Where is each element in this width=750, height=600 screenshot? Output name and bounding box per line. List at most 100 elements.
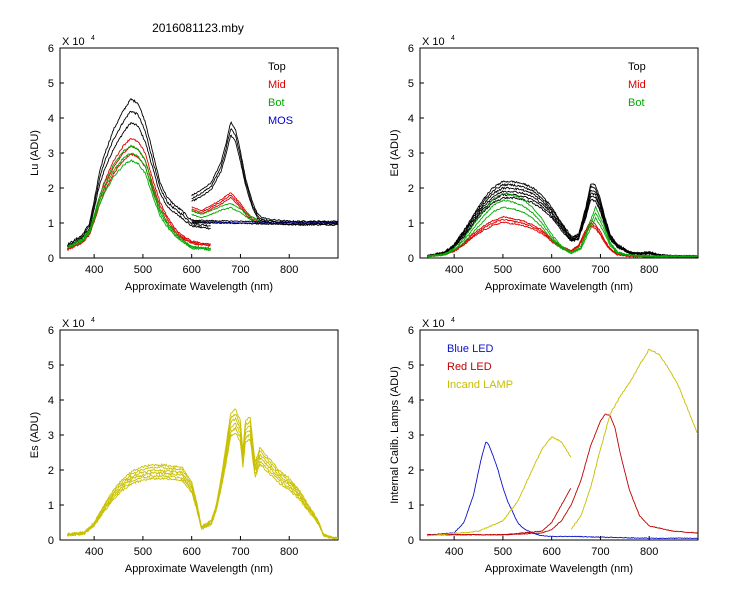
lu-series-top-red-band bbox=[191, 134, 338, 227]
lamps-legend-blue-led: Blue LED bbox=[447, 343, 494, 355]
lu-series-bot-red-band bbox=[191, 206, 260, 225]
ed-scale-exponent: 4 bbox=[451, 35, 455, 42]
figure-title: 2016081123.mby bbox=[152, 21, 244, 35]
ed-xtick-label: 600 bbox=[543, 264, 561, 276]
lu-series-baseline bbox=[191, 219, 338, 224]
lu-scale-label: X 10 bbox=[62, 36, 85, 48]
lu-series-baseline bbox=[191, 221, 338, 226]
ed-legend-top: Top bbox=[628, 61, 646, 73]
es-xlabel: Approximate Wavelength (nm) bbox=[125, 563, 273, 575]
es-series-es bbox=[67, 413, 338, 540]
lu-ytick-label: 6 bbox=[48, 43, 54, 55]
lamps-ytick-label: 1 bbox=[408, 500, 414, 512]
lu-xtick-label: 600 bbox=[183, 264, 201, 276]
lamps-scale-exponent: 4 bbox=[451, 317, 455, 324]
ed-xtick-label: 800 bbox=[640, 264, 658, 276]
lamps-ytick-label: 4 bbox=[408, 395, 414, 407]
ed-series-bot bbox=[427, 192, 698, 258]
es-ytick-label: 0 bbox=[48, 535, 54, 547]
lu-ytick-label: 3 bbox=[48, 148, 54, 160]
lamps-ytick-label: 5 bbox=[408, 360, 414, 372]
lu-series-top bbox=[67, 98, 211, 247]
es-series-es bbox=[67, 408, 338, 539]
es-ytick-label: 4 bbox=[48, 395, 54, 407]
lu-legend-mos: MOS bbox=[268, 115, 293, 127]
lamps-xtick-label: 500 bbox=[494, 546, 512, 558]
lu-legend-mid: Mid bbox=[268, 79, 286, 91]
es-ytick-label: 3 bbox=[48, 430, 54, 442]
ed-legend-mid: Mid bbox=[628, 79, 646, 91]
ed-ytick-label: 4 bbox=[408, 113, 414, 125]
ed-series-top bbox=[426, 192, 698, 258]
lu-series-top bbox=[66, 110, 211, 247]
lamps-series-blue-led bbox=[427, 441, 698, 540]
es-series-es bbox=[66, 432, 338, 540]
ed-ytick-label: 1 bbox=[408, 218, 414, 230]
ed-ytick-label: 2 bbox=[408, 183, 414, 195]
lu-ytick-label: 0 bbox=[48, 253, 54, 265]
es-scale-exponent: 4 bbox=[91, 317, 95, 324]
es-series-es bbox=[67, 422, 338, 540]
lu-ylabel: Lu (ADU) bbox=[29, 130, 41, 176]
ed-ytick-label: 5 bbox=[408, 78, 414, 90]
lamps-series-red-led bbox=[427, 413, 698, 536]
ed-ytick-label: 3 bbox=[408, 148, 414, 160]
ed-series-top bbox=[426, 182, 698, 258]
lamps-ytick-label: 2 bbox=[408, 465, 414, 477]
ed-ytick-label: 0 bbox=[408, 253, 414, 265]
ed-series-top bbox=[426, 180, 698, 258]
ed-scale-label: X 10 bbox=[422, 36, 445, 48]
lamps-series-incand-lamp bbox=[427, 436, 572, 537]
lu-scale-exponent: 4 bbox=[91, 35, 95, 42]
lamps-series-group bbox=[427, 348, 698, 540]
lu-ytick-label: 1 bbox=[48, 218, 54, 230]
ed-xtick-label: 500 bbox=[494, 264, 512, 276]
lu-series-top-red-band bbox=[191, 121, 338, 223]
es-xtick-label: 600 bbox=[183, 546, 201, 558]
lu-chart: 0 1 2 3 4 5 6 400 500 600 700 800 X 10 4 Approximate W… bbox=[29, 35, 339, 293]
es-xtick-label: 800 bbox=[280, 546, 298, 558]
ed-chart: 0 1 2 3 4 5 6 400 500 600 700 800 X 10 4 Approximate W… bbox=[389, 35, 699, 293]
es-xtick-label: 500 bbox=[134, 546, 152, 558]
lu-series-mid bbox=[66, 152, 211, 252]
es-xtick-label: 700 bbox=[231, 546, 249, 558]
lu-series-bot bbox=[67, 159, 212, 252]
lu-xtick-label: 700 bbox=[231, 264, 249, 276]
lu-ytick-label: 2 bbox=[48, 183, 54, 195]
es-series-group bbox=[66, 408, 338, 540]
lamps-series-incand-lamp-high bbox=[570, 348, 698, 530]
es-ytick-label: 1 bbox=[48, 500, 54, 512]
lu-xtick-label: 400 bbox=[85, 264, 103, 276]
lamps-ylabel: Internal Calib. Lamps (ADU) bbox=[389, 366, 401, 504]
lu-ytick-label: 5 bbox=[48, 78, 54, 90]
lu-xtick-label: 500 bbox=[134, 264, 152, 276]
es-scale-label: X 10 bbox=[62, 318, 85, 330]
lamps-xtick-label: 700 bbox=[591, 546, 609, 558]
lamps-ytick-label: 3 bbox=[408, 430, 414, 442]
es-series-es bbox=[67, 426, 338, 540]
es-ytick-label: 2 bbox=[48, 465, 54, 477]
lu-legend-top: Top bbox=[268, 61, 286, 73]
lu-legend-bot: Bot bbox=[268, 97, 285, 109]
lu-series-bot bbox=[66, 144, 212, 250]
lamps-chart: 0 1 2 3 4 5 6 400 500 600 700 800 X 10 4 Approximate W… bbox=[389, 317, 699, 575]
es-ytick-label: 6 bbox=[48, 325, 54, 337]
lamps-ytick-label: 6 bbox=[408, 325, 414, 337]
lu-ytick-label: 4 bbox=[48, 113, 54, 125]
lamps-xtick-label: 800 bbox=[640, 546, 658, 558]
lu-xtick-label: 800 bbox=[280, 264, 298, 276]
ed-legend-bot: Bot bbox=[628, 97, 645, 109]
es-ytick-label: 5 bbox=[48, 360, 54, 372]
lamps-legend-red-led: Red LED bbox=[447, 361, 492, 373]
ed-xtick-label: 400 bbox=[445, 264, 463, 276]
lamps-series-red-led-low bbox=[427, 488, 572, 536]
lu-series-bot-red-band bbox=[191, 203, 260, 222]
ed-ylabel: Ed (ADU) bbox=[389, 129, 401, 176]
ed-series-mid bbox=[426, 215, 698, 258]
es-chart: 0 1 2 3 4 5 6 400 500 600 700 800 X 10 4 Approximate W… bbox=[29, 317, 339, 575]
ed-xlabel: Approximate Wavelength (nm) bbox=[485, 281, 633, 293]
lamps-xtick-label: 600 bbox=[543, 546, 561, 558]
ed-ytick-label: 6 bbox=[408, 43, 414, 55]
lamps-ytick-label: 0 bbox=[408, 535, 414, 547]
